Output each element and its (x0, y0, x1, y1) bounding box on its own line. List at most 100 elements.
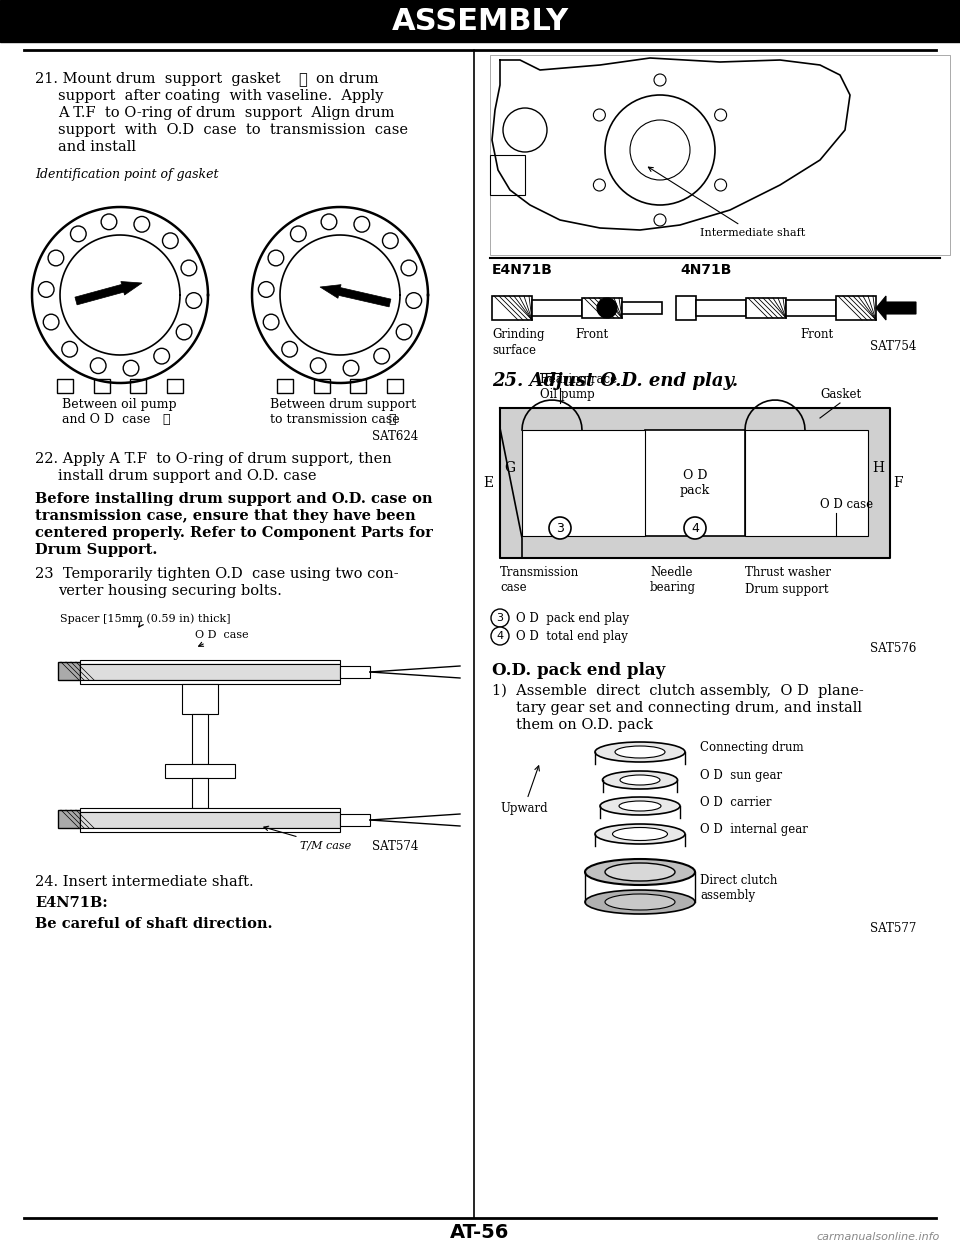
Text: Direct clutch: Direct clutch (700, 874, 778, 886)
Bar (492, 296, 532, 319)
Ellipse shape (585, 859, 695, 885)
Text: SAT576: SAT576 (870, 641, 917, 655)
Text: Ⓐ: Ⓐ (388, 413, 396, 426)
Circle shape (684, 517, 706, 539)
Ellipse shape (595, 743, 685, 763)
Text: 23  Temporarily tighten O.D  case using two con-: 23 Temporarily tighten O.D case using tw… (35, 567, 398, 582)
Bar (836, 296, 876, 319)
Bar (340, 814, 370, 826)
Bar (676, 296, 696, 319)
Text: Needle
bearing: Needle bearing (650, 567, 696, 594)
Bar (340, 666, 370, 678)
Text: Be careful of shaft direction.: Be careful of shaft direction. (35, 917, 273, 931)
Bar (746, 298, 786, 318)
Bar (80, 664, 340, 680)
Bar (94, 379, 110, 393)
Text: O D  case: O D case (195, 630, 249, 646)
Text: them on O.D. pack: them on O.D. pack (516, 718, 653, 733)
Bar (165, 764, 235, 778)
Ellipse shape (615, 746, 665, 758)
Text: 1)  Assemble  direct  clutch assembly,  O D  plane-: 1) Assemble direct clutch assembly, O D … (492, 684, 864, 699)
Text: E: E (483, 475, 493, 490)
Text: support  after coating  with vaseline.  Apply: support after coating with vaseline. App… (58, 89, 383, 104)
Text: Drum Support.: Drum Support. (35, 543, 157, 557)
Bar (80, 807, 340, 812)
Text: transmission case, ensure that they have been: transmission case, ensure that they have… (35, 509, 416, 523)
Text: Gasket: Gasket (820, 388, 861, 401)
Text: Bearing race: Bearing race (540, 373, 617, 386)
Text: O D  pack end play: O D pack end play (516, 612, 629, 625)
Text: SAT574: SAT574 (372, 840, 419, 852)
Bar (314, 379, 330, 393)
Bar (490, 55, 950, 255)
Text: O D  sun gear: O D sun gear (700, 770, 782, 782)
Text: 25. Adjust O.D. end play.: 25. Adjust O.D. end play. (492, 372, 738, 389)
Text: Connecting drum: Connecting drum (700, 741, 804, 755)
Bar (130, 379, 146, 393)
Ellipse shape (620, 775, 660, 785)
Ellipse shape (585, 890, 695, 914)
Text: T/M case: T/M case (264, 826, 351, 850)
Text: 4N71B: 4N71B (680, 263, 732, 277)
Bar (622, 302, 662, 314)
Bar (58, 810, 80, 827)
Bar (532, 300, 582, 316)
Text: H: H (872, 461, 884, 475)
Ellipse shape (595, 824, 685, 844)
Text: 3: 3 (556, 522, 564, 534)
Bar (58, 661, 80, 680)
Text: Spacer [15mm (0.59 in) thick]: Spacer [15mm (0.59 in) thick] (60, 613, 230, 626)
Bar (80, 827, 340, 832)
Text: Thrust washer: Thrust washer (745, 567, 831, 579)
Text: SAT624: SAT624 (372, 431, 419, 443)
Text: carmanualsonline.info: carmanualsonline.info (817, 1232, 940, 1242)
Text: verter housing securing bolts.: verter housing securing bolts. (58, 584, 282, 598)
Bar (745, 431, 868, 535)
Polygon shape (876, 296, 916, 319)
Polygon shape (320, 285, 391, 307)
Circle shape (491, 609, 509, 626)
Bar (645, 431, 745, 535)
Text: O D
pack: O D pack (680, 469, 710, 497)
Text: Grinding: Grinding (492, 328, 544, 341)
Bar (182, 684, 218, 714)
Bar (522, 431, 645, 535)
Bar (500, 408, 522, 558)
Text: ASSEMBLY: ASSEMBLY (392, 6, 568, 35)
Bar (522, 408, 868, 431)
Text: surface: surface (492, 344, 536, 357)
Bar (80, 812, 340, 827)
Circle shape (491, 626, 509, 645)
Bar (57, 379, 73, 393)
Bar (350, 379, 366, 393)
Text: 24. Insert intermediate shaft.: 24. Insert intermediate shaft. (35, 875, 253, 889)
Bar (786, 300, 836, 316)
Text: Transmission
case: Transmission case (500, 567, 579, 594)
Ellipse shape (600, 797, 680, 815)
Text: Ⓐ: Ⓐ (298, 72, 307, 87)
Text: 4: 4 (691, 522, 699, 534)
Bar (868, 408, 890, 558)
Text: Ⓑ: Ⓑ (162, 413, 170, 426)
Text: O.D. pack end play: O.D. pack end play (492, 661, 665, 679)
Text: Between oil pump: Between oil pump (62, 398, 177, 411)
Ellipse shape (612, 827, 667, 840)
Text: assembly: assembly (700, 890, 756, 902)
Circle shape (597, 298, 617, 318)
Bar (696, 300, 746, 316)
Text: support  with  O.D  case  to  transmission  case: support with O.D case to transmission ca… (58, 124, 408, 137)
Text: E4N71B: E4N71B (492, 263, 553, 277)
Text: Oil pump: Oil pump (540, 388, 595, 401)
Bar (80, 680, 340, 684)
Ellipse shape (605, 864, 675, 881)
Text: 3: 3 (496, 613, 503, 623)
Text: to transmission case: to transmission case (270, 413, 399, 426)
Text: install drum support and O.D. case: install drum support and O.D. case (58, 469, 317, 483)
Text: tary gear set and connecting drum, and install: tary gear set and connecting drum, and i… (516, 701, 862, 715)
Text: E4N71B:: E4N71B: (35, 896, 108, 910)
Text: SAT577: SAT577 (870, 922, 917, 935)
Text: 4: 4 (496, 631, 504, 641)
Text: and install: and install (58, 140, 136, 154)
Text: Identification point of gasket: Identification point of gasket (35, 168, 219, 181)
Text: F: F (893, 475, 902, 490)
